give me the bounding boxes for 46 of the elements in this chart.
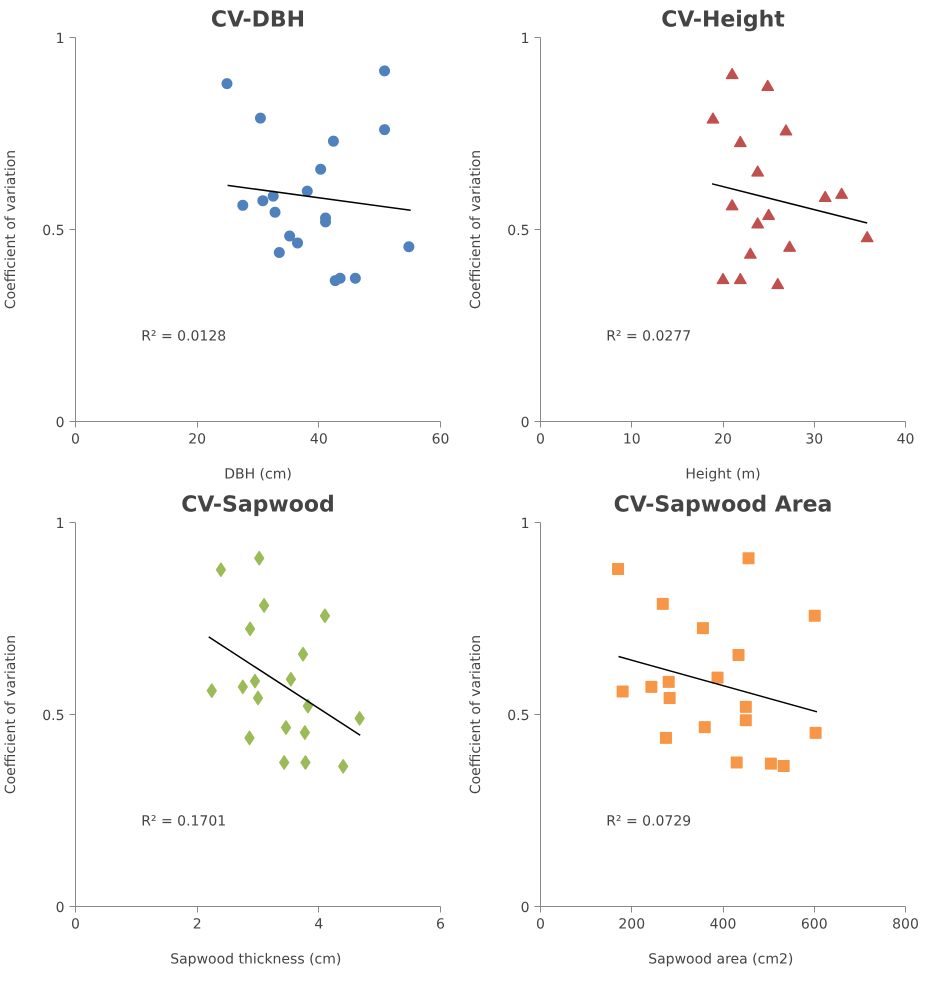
y-tick-label: 0 — [520, 900, 530, 916]
y-axis-title: Coefficient of variation — [3, 634, 20, 794]
y-tick-label: 1 — [56, 31, 65, 47]
x-tick-label: 0 — [536, 916, 545, 932]
x-tick-label: 400 — [710, 916, 736, 932]
y-tick-label: 0.5 — [42, 223, 64, 239]
x-tick-label: 20 — [714, 432, 732, 448]
x-tick-label: 30 — [805, 432, 824, 448]
x-tick-label: 6 — [436, 916, 446, 932]
chart-title: CV-Sapwood — [181, 492, 335, 518]
annotation: R² = 0.0277 — [606, 328, 692, 345]
chart-title: CV-Sapwood Area — [614, 492, 832, 518]
x-tick-label: 10 — [622, 432, 641, 448]
x-tick-label: 0 — [71, 916, 80, 932]
y-tick-label: 0 — [56, 415, 65, 431]
y-tick-label: 1 — [520, 31, 530, 47]
y-axis-title: Coefficient of variation — [468, 150, 484, 310]
x-tick-label: 4 — [314, 916, 324, 932]
y-tick-label: 0.5 — [42, 708, 64, 724]
x-tick-label: 0 — [536, 432, 545, 448]
x-tick-label: 20 — [188, 432, 206, 448]
y-tick-label: 0 — [56, 900, 65, 916]
x-axis-title: DBH (cm) — [224, 466, 292, 482]
annotation: R² = 0.0729 — [606, 814, 692, 830]
y-tick-label: 1 — [56, 516, 65, 532]
x-tick-label: 40 — [896, 432, 914, 448]
y-tick-label: 0 — [520, 415, 530, 431]
x-axis-title: Sapwood thickness (cm) — [170, 952, 342, 968]
x-tick-label: 0 — [71, 432, 80, 448]
x-tick-label: 60 — [432, 432, 450, 448]
annotation: R² = 0.1701 — [141, 814, 226, 830]
x-tick-label: 2 — [192, 916, 202, 932]
y-tick-label: 0.5 — [507, 223, 530, 239]
chart-title: CV-DBH — [210, 8, 306, 32]
x-axis-title: Sapwood area (cm2) — [648, 952, 794, 968]
y-tick-label: 1 — [520, 516, 530, 532]
y-axis-title: Coefficient of variation — [3, 150, 20, 310]
x-axis-title: Height (m) — [685, 466, 761, 482]
x-tick-label: 40 — [310, 432, 328, 448]
x-tick-label: 800 — [892, 916, 919, 932]
y-tick-label: 0.5 — [507, 708, 530, 724]
x-tick-label: 600 — [800, 916, 828, 932]
y-axis-title: Coefficient of variation — [468, 634, 484, 794]
chart-title: CV-Height — [661, 8, 786, 32]
annotation: R² = 0.0128 — [141, 328, 226, 345]
x-tick-label: 200 — [618, 916, 646, 932]
